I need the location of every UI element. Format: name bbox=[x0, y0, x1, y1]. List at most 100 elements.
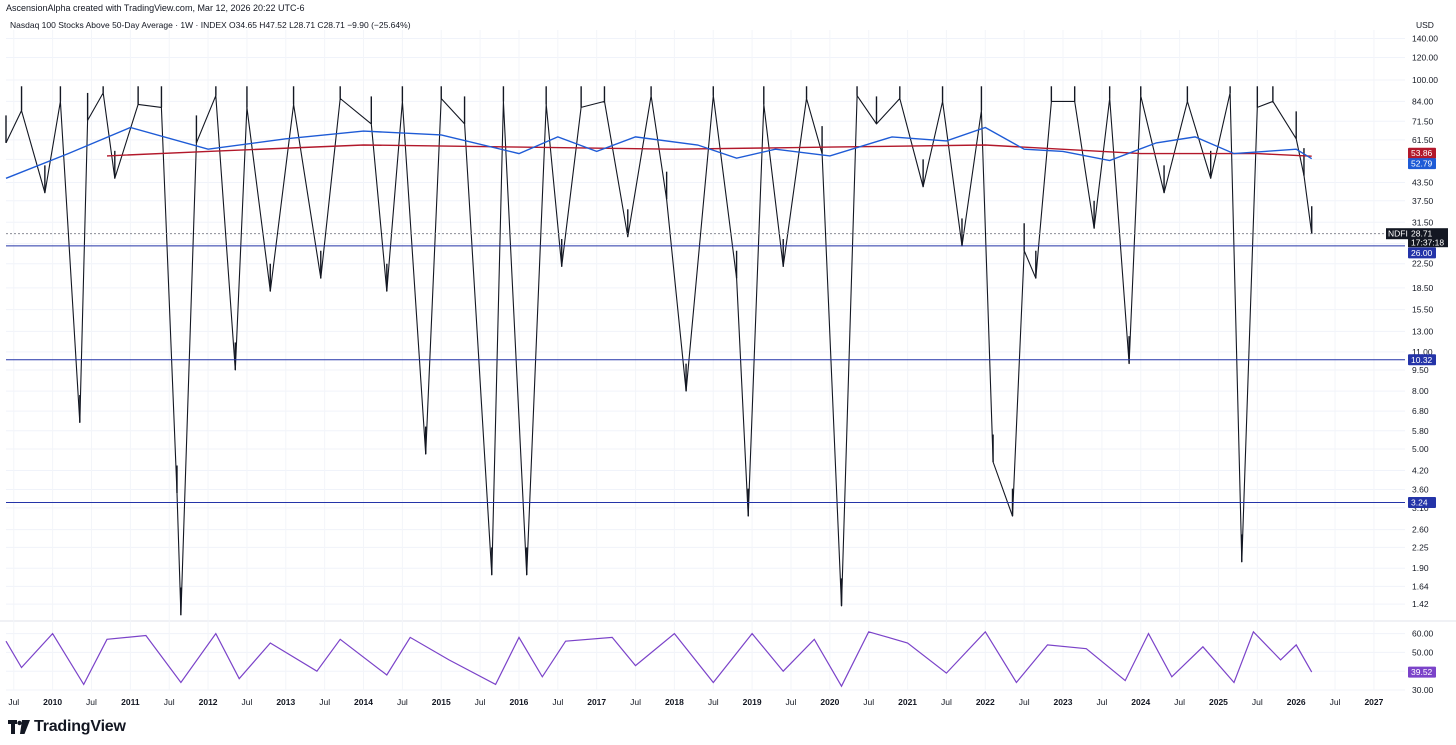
price-tick-label: 22.50 bbox=[1412, 259, 1434, 269]
red-ma-badge-text: 53.86 bbox=[1411, 148, 1433, 158]
time-tick-label: Jul bbox=[1096, 697, 1107, 707]
time-tick-label: 2021 bbox=[898, 697, 917, 707]
time-tick-label: Jul bbox=[8, 697, 19, 707]
price-tick-label: 11.00 bbox=[1412, 347, 1433, 357]
price-tick-label: 71.50 bbox=[1412, 116, 1434, 126]
time-tick-label: Jul bbox=[1330, 697, 1341, 707]
price-tick-label: 100.00 bbox=[1412, 75, 1438, 85]
moving-averages bbox=[5, 126, 1313, 179]
time-tick-label: Jul bbox=[1252, 697, 1263, 707]
time-tick-label: 2010 bbox=[43, 697, 62, 707]
price-tick-label: 120.00 bbox=[1412, 52, 1438, 62]
symbol-legend: Nasdaq 100 Stocks Above 50-Day Average ·… bbox=[10, 20, 411, 30]
price-tick-label: 84.00 bbox=[1412, 96, 1434, 106]
blue-ma-badge-bg bbox=[1408, 158, 1436, 170]
time-tick-label: 2020 bbox=[820, 697, 839, 707]
tradingview-brand: TradingView bbox=[34, 718, 126, 735]
horizontal-levels bbox=[6, 233, 1405, 503]
tradingview-logo-icon bbox=[8, 720, 30, 734]
time-tick-label: Jul bbox=[397, 697, 408, 707]
time-tick-label: Jul bbox=[941, 697, 952, 707]
time-tick-label: Jul bbox=[1174, 697, 1185, 707]
osc-value-badge: 39.52 bbox=[1408, 666, 1436, 678]
time-tick-label: Jul bbox=[1019, 697, 1030, 707]
level-2-badge-text: 10.32 bbox=[1411, 355, 1433, 365]
time-tick-label: 2026 bbox=[1287, 697, 1306, 707]
price-tick-label: 31.50 bbox=[1412, 217, 1434, 227]
time-tick-label: Jul bbox=[242, 697, 253, 707]
price-tick-label: 6.80 bbox=[1412, 406, 1429, 416]
price-tick-label: 1.42 bbox=[1412, 599, 1429, 609]
price-tick-label: 140.00 bbox=[1412, 34, 1438, 44]
level-3-badge-text: 3.24 bbox=[1411, 497, 1428, 507]
oscillator-line bbox=[5, 630, 1313, 688]
price-tick-label: 18.50 bbox=[1412, 283, 1434, 293]
osc-value-badge-bg bbox=[1408, 666, 1436, 678]
level-1-badge-bg bbox=[1408, 247, 1436, 259]
price-tick-label: 2.25 bbox=[1412, 542, 1429, 552]
time-tick-label: 2025 bbox=[1209, 697, 1228, 707]
osc-value-badge-text: 39.52 bbox=[1411, 667, 1433, 677]
time-tick-label: Jul bbox=[86, 697, 97, 707]
time-tick-label: 2027 bbox=[1364, 697, 1383, 707]
ma-red-line bbox=[106, 144, 1312, 157]
time-tick-label: 2019 bbox=[743, 697, 762, 707]
axes: 140.00120.00100.0084.0071.5061.5052.5043… bbox=[8, 20, 1438, 707]
time-tick-label: Jul bbox=[475, 697, 486, 707]
countdown-text: 17:37:18 bbox=[1411, 238, 1444, 248]
level-1-badge: 26.00 bbox=[1408, 247, 1436, 259]
time-tick-label: Jul bbox=[630, 697, 641, 707]
osc-tick-label: 30.00 bbox=[1412, 685, 1434, 695]
price-tick-label: 4.20 bbox=[1412, 466, 1429, 476]
level-2-badge: 10.32 bbox=[1408, 354, 1436, 366]
level-3-badge-bg bbox=[1408, 496, 1436, 508]
creator-caption: AscensionAlpha created with TradingView.… bbox=[6, 3, 305, 13]
price-tick-label: 8.00 bbox=[1412, 386, 1429, 396]
price-tick-label: 2.60 bbox=[1412, 525, 1429, 535]
time-tick-label: 2017 bbox=[587, 697, 606, 707]
price-tick-label: 61.50 bbox=[1412, 135, 1434, 145]
osc-tick-label: 60.00 bbox=[1412, 629, 1434, 639]
price-tick-label: 5.00 bbox=[1412, 444, 1429, 454]
time-tick-label: 2015 bbox=[432, 697, 451, 707]
price-series bbox=[5, 86, 1313, 616]
tradingview-logo[interactable]: TradingView bbox=[8, 718, 126, 736]
osc-tick-label: 50.00 bbox=[1412, 647, 1434, 657]
price-tick-label: 1.64 bbox=[1412, 581, 1429, 591]
oscillator-pane bbox=[5, 630, 1313, 688]
time-tick-label: Jul bbox=[708, 697, 719, 707]
ma-blue-line bbox=[5, 126, 1313, 179]
time-tick-label: Jul bbox=[552, 697, 563, 707]
last-price-text: 28.71 bbox=[1411, 229, 1433, 239]
price-tick-label: 9.50 bbox=[1412, 365, 1429, 375]
time-tick-label: 2013 bbox=[276, 697, 295, 707]
red-ma-badge-bg bbox=[1408, 147, 1436, 159]
time-tick-label: Jul bbox=[863, 697, 874, 707]
last-price-bg bbox=[1408, 228, 1448, 248]
price-tick-label: 43.50 bbox=[1412, 178, 1434, 188]
blue-ma-badge: 52.79 bbox=[1408, 158, 1436, 170]
blue-ma-badge-text: 52.79 bbox=[1411, 159, 1433, 169]
time-tick-label: 2011 bbox=[121, 697, 140, 707]
price-tick-label: 5.80 bbox=[1412, 426, 1429, 436]
price-tick-label: 15.50 bbox=[1412, 305, 1434, 315]
time-tick-label: 2023 bbox=[1054, 697, 1073, 707]
currency-label: USD bbox=[1416, 20, 1434, 30]
time-tick-label: Jul bbox=[786, 697, 797, 707]
time-tick-label: Jul bbox=[164, 697, 175, 707]
red-ma-badge: 53.86 bbox=[1408, 147, 1436, 159]
price-line bbox=[5, 92, 1313, 616]
symbol-tag: NDFI bbox=[1388, 229, 1408, 239]
time-tick-label: 2018 bbox=[665, 697, 684, 707]
time-tick-label: 2014 bbox=[354, 697, 373, 707]
price-tick-label: 3.60 bbox=[1412, 485, 1429, 495]
symbol-tag-bg bbox=[1386, 228, 1408, 240]
level-2-badge-bg bbox=[1408, 354, 1436, 366]
time-tick-label: 2016 bbox=[510, 697, 529, 707]
level-1-badge-text: 26.00 bbox=[1411, 248, 1433, 258]
price-tick-label: 37.50 bbox=[1412, 196, 1434, 206]
time-tick-label: 2012 bbox=[199, 697, 218, 707]
